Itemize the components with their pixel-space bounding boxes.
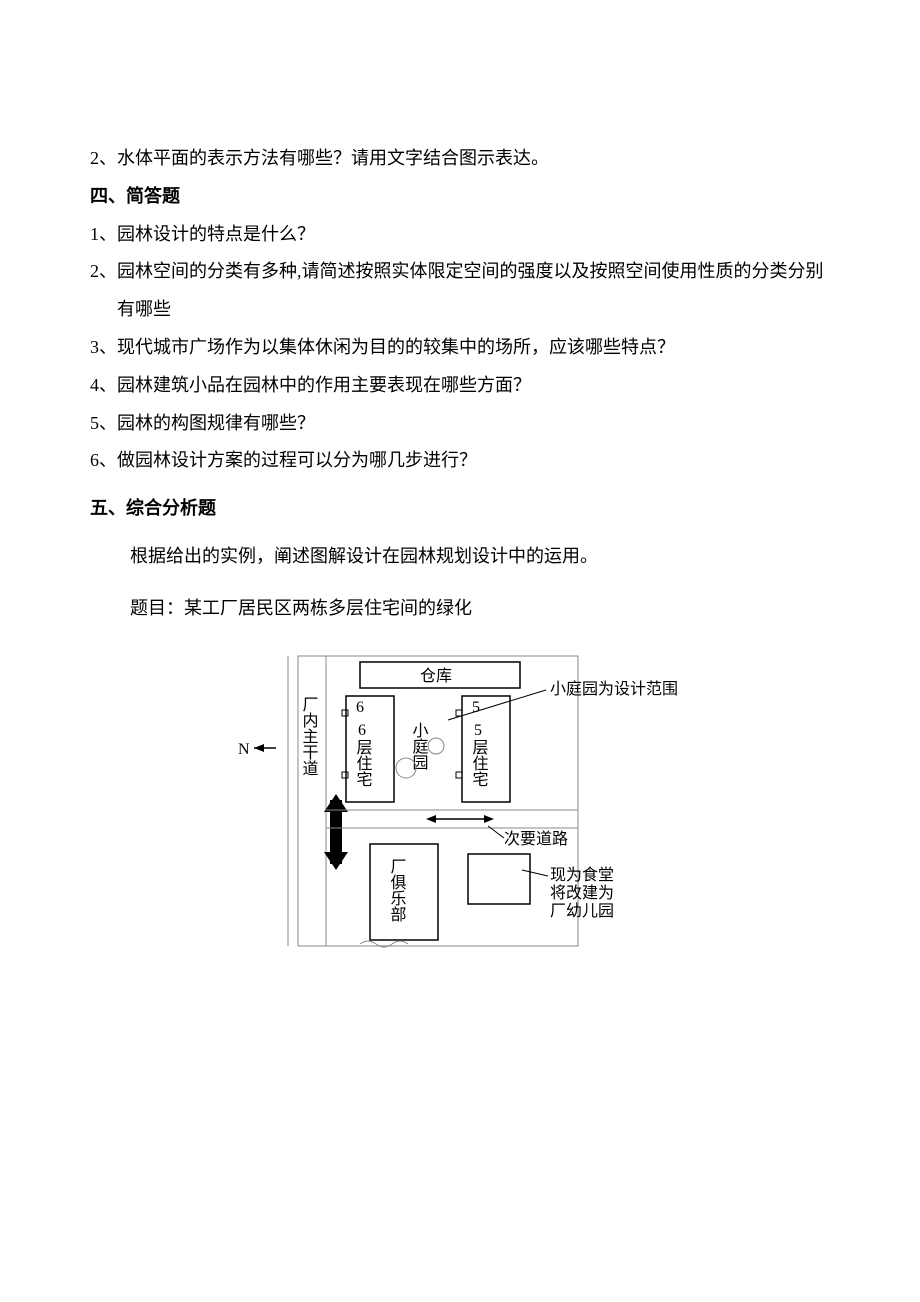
north-arrow-icon: N (238, 741, 276, 758)
q-text: 水体平面的表示方法有哪些？请用文字结合图示表达。 (117, 140, 830, 178)
section-4-heading: 四、简答题 (90, 178, 830, 216)
question-2-waterbody: 2、 水体平面的表示方法有哪些？请用文字结合图示表达。 (90, 140, 830, 178)
q-num: 2、 (90, 253, 117, 329)
site-plan-diagram: N 厂内主干道 仓库 6 6层住宅 小庭园 5 5层住宅 小庭园为设计范围 (90, 648, 830, 958)
q-text: 园林的构图规律有哪些？ (117, 405, 830, 443)
club-label: 厂俱乐部 (388, 858, 407, 922)
analysis-intro: 根据给出的实例，阐述图解设计在园林规划设计中的运用。 (130, 538, 830, 576)
svg-text:5: 5 (472, 699, 480, 716)
secondary-road: 次要道路 (326, 810, 578, 848)
warehouse-label: 仓库 (420, 667, 452, 685)
s4-q3: 3、 现代城市广场作为以集体休闲为目的的较集中的场所，应该哪些特点？ (90, 329, 830, 367)
q-text: 做园林设计方案的过程可以分为哪几步进行？ (117, 442, 830, 480)
canteen-block: 现为食堂 将改建为 厂幼儿园 (468, 854, 614, 920)
courtyard-label: 小庭园 (410, 722, 429, 770)
q-num: 4、 (90, 367, 117, 405)
warehouse-block: 仓库 (360, 662, 520, 688)
analysis-title: 题目：某工厂居民区两栋多层住宅间的绿化 (130, 590, 830, 628)
section-5-heading: 五、综合分析题 (90, 490, 830, 528)
club-block: 厂俱乐部 (370, 844, 438, 940)
north-label: N (238, 741, 250, 758)
bldg5-label: 5层住宅 (470, 722, 489, 787)
s4-q4: 4、 园林建筑小品在园林中的作用主要表现在哪些方面？ (90, 367, 830, 405)
callout-courtyard-scope: 小庭园为设计范围 (448, 680, 678, 720)
q-num: 5、 (90, 405, 117, 443)
q-num: 2、 (90, 140, 117, 178)
courtyard-area: 小庭园 (396, 722, 444, 778)
q-text: 园林建筑小品在园林中的作用主要表现在哪些方面？ (117, 367, 830, 405)
secondary-road-label: 次要道路 (504, 830, 568, 848)
main-road-arrow-icon (324, 794, 348, 870)
canteen-line2: 将改建为 (550, 884, 614, 902)
canteen-line1: 现为食堂 (550, 866, 614, 884)
q-text: 园林空间的分类有多种,请简述按照实体限定空间的强度以及按照空间使用性质的分类分别… (117, 253, 830, 329)
q-text: 现代城市广场作为以集体休闲为目的的较集中的场所，应该哪些特点？ (117, 329, 830, 367)
bldg6-label: 6层住宅 (354, 722, 373, 787)
bldg6-block: 6 6层住宅 (342, 696, 394, 802)
q-num: 6、 (90, 442, 117, 480)
q-num: 3、 (90, 329, 117, 367)
s4-q1: 1、 园林设计的特点是什么？ (90, 216, 830, 254)
s4-q5: 5、 园林的构图规律有哪些？ (90, 405, 830, 443)
canteen-line3: 厂幼儿园 (550, 902, 614, 920)
s4-q2: 2、 园林空间的分类有多种,请简述按照实体限定空间的强度以及按照空间使用性质的分… (90, 253, 830, 329)
callout-courtyard-text: 小庭园为设计范围 (550, 680, 678, 698)
svg-text:6: 6 (356, 699, 364, 716)
bldg5-block: 5 5层住宅 (456, 696, 510, 802)
q-text: 园林设计的特点是什么？ (117, 216, 830, 254)
q-num: 1、 (90, 216, 117, 254)
main-road-label: 厂内主干道 (300, 696, 319, 776)
s4-q6: 6、 做园林设计方案的过程可以分为哪几步进行？ (90, 442, 830, 480)
